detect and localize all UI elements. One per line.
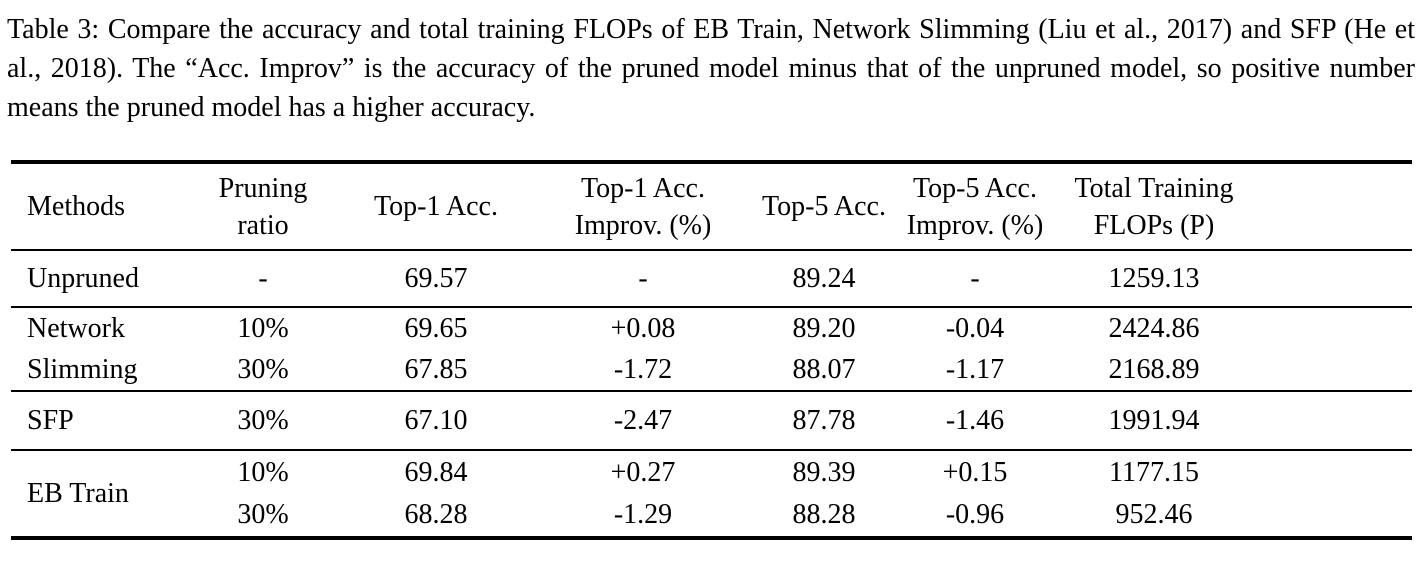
results-table-container: Methods Pruning ratio Top-1 Acc. Top-1 Ac… [11,160,1412,540]
cell-top1-acc: 69.65 [404,312,468,344]
spacer-cell [1250,162,1412,251]
cell-pruning-ratio: 10% [237,312,289,344]
spacer-cell [1250,450,1412,494]
cell-top5-improv: -0.96 [945,499,1005,530]
table-row: Slimming 30% 67.85 -1.72 88.07 -1.17 216… [11,349,1412,392]
cell-top1-acc: 69.84 [404,456,468,488]
header-line: Top-5 Acc. [912,172,1037,204]
spacer-cell [1250,307,1412,349]
spacer-cell [1250,349,1412,392]
table-row: Network 10% 69.65 +0.08 89.20 -0.04 2424… [11,307,1412,349]
cell-top5-acc: 89.20 [792,312,856,344]
cell-flops: 2168.89 [1058,349,1250,392]
header-line: Total Training [1074,172,1234,204]
cell-top5-improv: - [892,250,1058,308]
cell-top5-acc: 87.78 [756,391,892,451]
spacer-cell [1250,494,1412,538]
table-row: EB Train 10% 69.84 +0.27 89.39 +0.15 117… [11,450,1412,509]
results-table: Methods Pruning ratio Top-1 Acc. Top-1 Ac… [11,160,1412,540]
table-caption: Table 3: Compare the accuracy and total … [7,14,1415,123]
table-row: 30% 68.28 -1.29 88.28 -0.96 952.46 [11,494,1412,538]
header-line: Methods [27,191,125,222]
cell-top1-acc: 68.28 [404,499,468,530]
cell-method: Network [27,312,125,344]
cell-pruning-ratio: 30% [184,349,342,392]
cell-pruning-ratio: 30% [237,499,289,530]
col-header-top5-improv: Top-5 Acc. Improv. (%) [892,162,1058,251]
cell-top1-improv: -1.72 [530,349,756,392]
header-line: Top-5 Acc. [761,191,886,222]
header-line: Top-1 Acc. [373,191,498,222]
header-line: Top-1 Acc. [580,172,705,204]
col-header-top1-acc: Top-1 Acc. [342,162,530,251]
cell-top1-acc: 69.57 [342,250,530,308]
col-header-top1-improv: Top-1 Acc. Improv. (%) [530,162,756,251]
header-line: Pruning [218,172,308,204]
spacer-cell [1250,250,1412,308]
table-row: Unpruned - 69.57 - 89.24 - 1259.13 [11,250,1412,308]
cell-top5-acc: 89.39 [792,456,856,488]
section-sfp: SFP 30% 67.10 -2.47 87.78 -1.46 1991.94 [11,391,1412,451]
header-row: Methods Pruning ratio Top-1 Acc. Top-1 Ac… [11,162,1412,251]
cell-pruning-ratio: 30% [184,391,342,451]
cell-flops: 1991.94 [1058,391,1250,451]
cell-pruning-ratio: 10% [237,456,289,488]
cell-top5-acc: 88.07 [756,349,892,392]
header-line: Improv. (%) [574,209,712,241]
header-line: ratio [237,209,289,241]
cell-top5-improv: +0.15 [942,456,1008,488]
cell-pruning-ratio: - [184,250,342,308]
col-header-pruning-ratio: Pruning ratio [184,162,342,251]
cell-method: SFP [11,391,184,451]
cell-method: EB Train [27,477,129,509]
cell-flops: 2424.86 [1108,312,1200,344]
cell-flops: 1177.15 [1109,456,1199,488]
section-unpruned: Unpruned - 69.57 - 89.24 - 1259.13 [11,250,1412,308]
cell-method: Unpruned [11,250,184,308]
spacer-cell [1250,391,1412,451]
col-header-top5-acc: Top-5 Acc. [756,162,892,251]
section-eb-train: EB Train 10% 69.84 +0.27 89.39 +0.15 117… [11,450,1412,538]
cell-top1-acc: 67.85 [342,349,530,392]
cell-top5-acc: 88.28 [792,499,856,530]
cell-top1-improv: -2.47 [530,391,756,451]
cell-top1-improv: -1.29 [613,499,673,530]
cell-top5-acc: 89.24 [756,250,892,308]
col-header-total-flops: Total Training FLOPs (P) [1058,162,1250,251]
cell-top1-improv: - [530,250,756,308]
header-line: Improv. (%) [906,209,1044,241]
cell-top1-improv: +0.27 [610,456,676,488]
section-network-slimming: Network 10% 69.65 +0.08 89.20 -0.04 2424… [11,307,1412,392]
table-header: Methods Pruning ratio Top-1 Acc. Top-1 Ac… [11,162,1412,251]
cell-method: Slimming [11,349,184,392]
cell-top5-improv: -0.04 [945,312,1005,344]
cell-flops: 952.46 [1115,499,1193,530]
cell-top1-improv: +0.08 [610,312,676,344]
col-header-methods: Methods [11,162,184,251]
table-row: SFP 30% 67.10 -2.47 87.78 -1.46 1991.94 [11,391,1412,451]
cell-top5-improv: -1.17 [892,349,1058,392]
cell-top5-improv: -1.46 [892,391,1058,451]
cell-top1-acc: 67.10 [342,391,530,451]
header-line: FLOPs (P) [1093,209,1215,241]
cell-flops: 1259.13 [1058,250,1250,308]
